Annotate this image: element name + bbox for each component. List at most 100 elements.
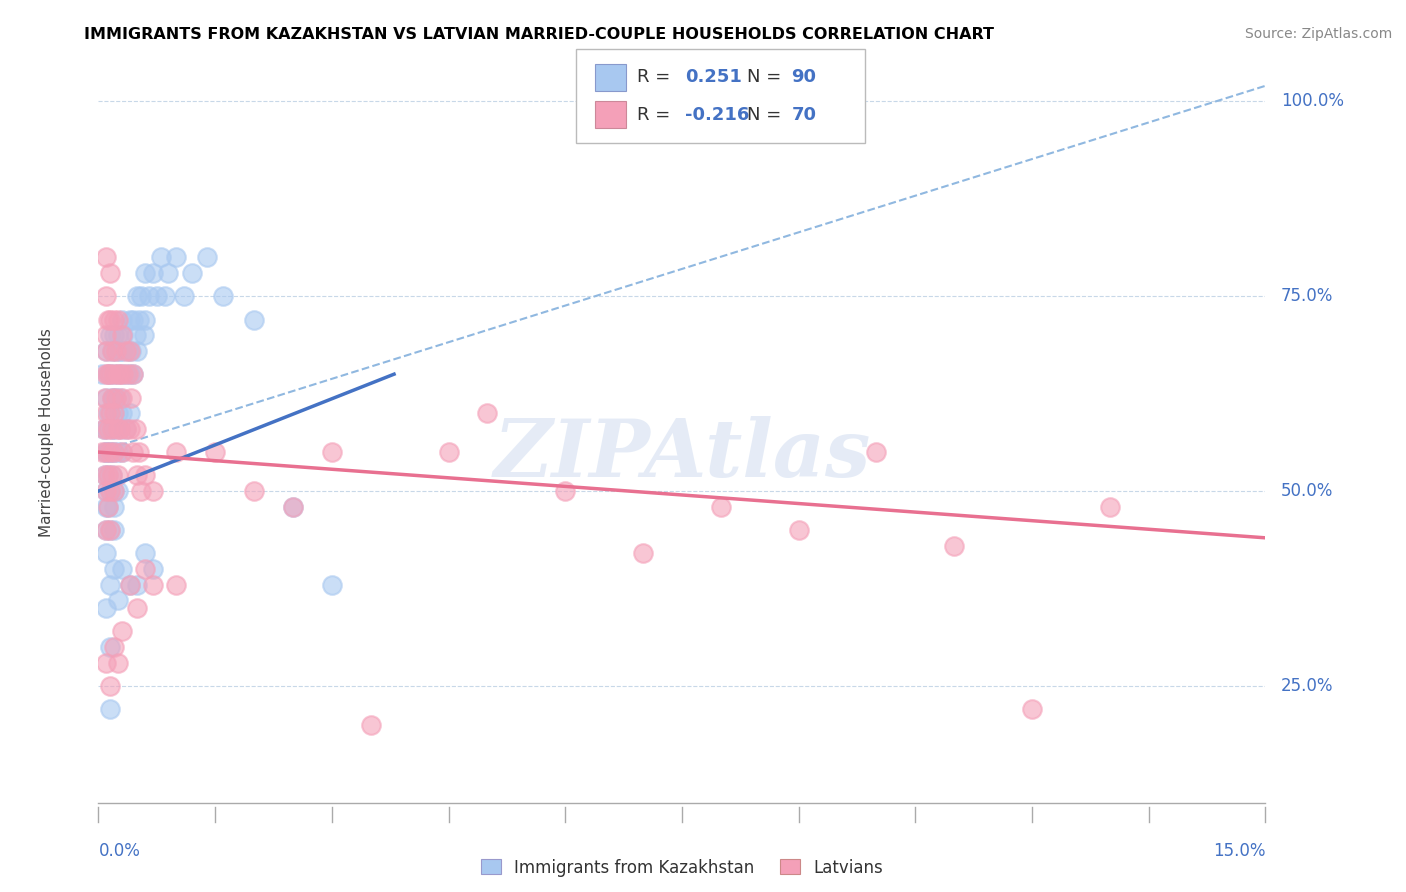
Point	[103, 328, 125, 343]
Point	[103, 523, 125, 537]
Text: R =: R =	[637, 105, 676, 123]
Point	[127, 577, 149, 591]
Text: Married-couple Households: Married-couple Households	[39, 328, 53, 537]
Point	[93, 445, 115, 459]
Point	[98, 484, 121, 499]
Point	[107, 468, 129, 483]
Point	[114, 422, 136, 436]
Point	[98, 266, 121, 280]
Point	[114, 367, 136, 381]
Point	[98, 577, 121, 591]
Point	[165, 250, 187, 264]
Point	[96, 484, 118, 499]
Point	[125, 328, 148, 343]
Point	[118, 367, 141, 381]
Point	[321, 577, 343, 591]
Point	[243, 312, 266, 326]
Point	[103, 445, 125, 459]
Point	[180, 266, 202, 280]
Point	[97, 500, 120, 514]
Point	[146, 289, 169, 303]
Point	[243, 484, 266, 499]
Point	[173, 289, 195, 303]
Point	[111, 406, 134, 420]
Point	[118, 577, 141, 591]
Point	[107, 312, 129, 326]
Point	[96, 523, 118, 537]
Point	[107, 367, 129, 381]
Text: 50.0%: 50.0%	[1281, 482, 1333, 500]
Point	[94, 468, 117, 483]
Point	[98, 445, 121, 459]
Point	[104, 343, 127, 358]
Point	[98, 523, 121, 537]
Point	[112, 367, 135, 381]
Point	[107, 367, 129, 381]
Point	[96, 656, 118, 670]
Point	[138, 289, 160, 303]
Point	[98, 640, 121, 654]
Point	[134, 312, 156, 326]
Point	[98, 312, 121, 326]
Point	[97, 312, 120, 326]
Point	[103, 391, 125, 405]
Point	[111, 562, 134, 576]
Point	[103, 484, 125, 499]
Point	[108, 367, 131, 381]
Point	[125, 422, 148, 436]
Point	[101, 343, 124, 358]
Point	[98, 679, 121, 693]
Point	[122, 312, 145, 326]
Point	[142, 562, 165, 576]
Point	[97, 468, 120, 483]
Point	[96, 289, 118, 303]
Point	[122, 367, 145, 381]
Point	[103, 422, 125, 436]
Text: 70: 70	[792, 105, 817, 123]
Point	[101, 422, 124, 436]
Point	[103, 367, 125, 381]
Point	[97, 406, 120, 420]
Point	[96, 328, 118, 343]
Point	[96, 406, 118, 420]
Point	[122, 445, 145, 459]
Point	[132, 328, 155, 343]
Legend: Immigrants from Kazakhstan, Latvians: Immigrants from Kazakhstan, Latvians	[474, 852, 890, 883]
Point	[98, 406, 121, 420]
Point	[118, 406, 141, 420]
Point	[97, 500, 120, 514]
Point	[107, 656, 129, 670]
Point	[127, 601, 149, 615]
Point	[107, 328, 129, 343]
Point	[554, 484, 576, 499]
Point	[94, 391, 117, 405]
Point	[631, 546, 654, 560]
Point	[118, 343, 141, 358]
Point	[111, 367, 134, 381]
Text: 0.251: 0.251	[685, 69, 741, 87]
Point	[96, 445, 118, 459]
Point	[96, 343, 118, 358]
Point	[360, 718, 382, 732]
Point	[98, 406, 121, 420]
Point	[104, 343, 127, 358]
Point	[101, 391, 124, 405]
Point	[127, 289, 149, 303]
Point	[101, 445, 124, 459]
Point	[96, 367, 118, 381]
Point	[111, 328, 134, 343]
Point	[96, 546, 118, 560]
Point	[127, 343, 149, 358]
Point	[111, 445, 134, 459]
Point	[134, 562, 156, 576]
Point	[157, 266, 180, 280]
Point	[129, 289, 152, 303]
Point	[98, 367, 121, 381]
Point	[93, 422, 115, 436]
Point	[103, 640, 125, 654]
Text: 75.0%: 75.0%	[1281, 287, 1333, 305]
Point	[97, 468, 120, 483]
Point	[118, 577, 141, 591]
Text: 0.0%: 0.0%	[98, 842, 141, 860]
Point	[107, 422, 129, 436]
